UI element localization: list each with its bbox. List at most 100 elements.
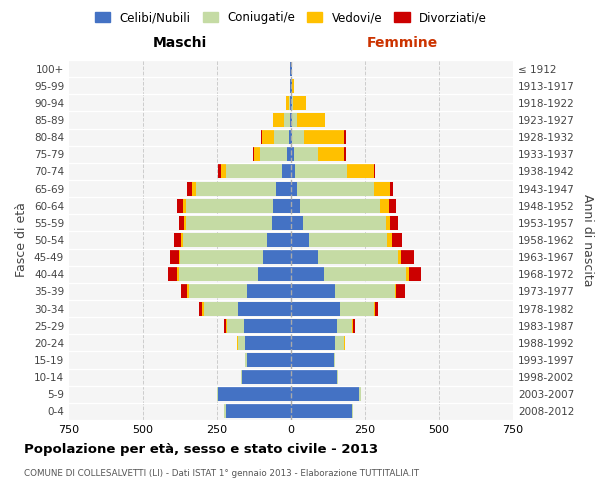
Bar xyxy=(323,268,406,281)
Bar xyxy=(224,318,226,332)
Bar xyxy=(203,302,238,316)
Bar xyxy=(247,353,291,367)
Bar xyxy=(284,113,290,127)
Bar xyxy=(291,336,335,350)
Bar xyxy=(253,148,254,162)
Bar xyxy=(353,318,355,332)
Bar xyxy=(174,233,181,247)
Bar xyxy=(292,96,293,110)
Bar xyxy=(291,164,295,178)
Bar xyxy=(244,318,291,332)
Bar xyxy=(192,182,196,196)
Bar xyxy=(387,233,392,247)
Bar xyxy=(290,96,291,110)
Bar xyxy=(186,198,273,212)
Text: Maschi: Maschi xyxy=(153,36,207,50)
Bar xyxy=(218,164,221,178)
Bar xyxy=(272,216,291,230)
Bar xyxy=(291,404,352,418)
Bar xyxy=(242,370,291,384)
Bar xyxy=(337,370,338,384)
Bar xyxy=(374,182,390,196)
Bar xyxy=(247,284,291,298)
Bar xyxy=(177,198,183,212)
Bar xyxy=(179,250,180,264)
Bar xyxy=(291,284,335,298)
Bar xyxy=(303,216,386,230)
Bar xyxy=(295,164,347,178)
Bar xyxy=(179,216,184,230)
Bar xyxy=(289,130,291,144)
Text: Popolazione per età, sesso e stato civile - 2013: Popolazione per età, sesso e stato civil… xyxy=(24,442,378,456)
Bar xyxy=(389,198,396,212)
Bar xyxy=(227,318,244,332)
Bar xyxy=(337,318,352,332)
Bar xyxy=(291,96,292,110)
Bar xyxy=(291,182,297,196)
Bar xyxy=(344,148,346,162)
Text: Femmine: Femmine xyxy=(367,36,437,50)
Bar xyxy=(273,113,284,127)
Bar xyxy=(352,318,353,332)
Bar xyxy=(352,404,353,418)
Bar xyxy=(291,233,309,247)
Bar xyxy=(317,148,344,162)
Bar xyxy=(297,113,325,127)
Bar xyxy=(189,284,247,298)
Bar xyxy=(181,284,187,298)
Bar xyxy=(226,318,227,332)
Bar xyxy=(202,302,203,316)
Y-axis label: Fasce di età: Fasce di età xyxy=(16,202,28,278)
Bar xyxy=(293,96,306,110)
Bar xyxy=(260,130,262,144)
Bar xyxy=(291,216,303,230)
Bar xyxy=(291,302,340,316)
Bar xyxy=(179,268,259,281)
Bar xyxy=(317,250,398,264)
Bar xyxy=(238,302,291,316)
Bar xyxy=(226,404,291,418)
Bar xyxy=(259,268,291,281)
Bar xyxy=(274,130,289,144)
Bar xyxy=(290,113,291,127)
Bar xyxy=(390,216,398,230)
Y-axis label: Anni di nascita: Anni di nascita xyxy=(581,194,594,286)
Bar xyxy=(268,233,291,247)
Bar xyxy=(292,113,297,127)
Bar xyxy=(304,130,344,144)
Bar xyxy=(374,302,376,316)
Bar xyxy=(396,284,405,298)
Bar xyxy=(245,336,291,350)
Bar xyxy=(291,268,323,281)
Bar xyxy=(260,148,287,162)
Bar xyxy=(224,404,226,418)
Bar xyxy=(170,250,179,264)
Bar xyxy=(335,336,344,350)
Bar xyxy=(196,182,276,196)
Bar xyxy=(186,216,272,230)
Bar xyxy=(406,268,409,281)
Bar xyxy=(254,148,260,162)
Bar xyxy=(335,284,395,298)
Bar xyxy=(292,78,294,92)
Bar xyxy=(218,388,291,402)
Bar xyxy=(287,148,291,162)
Bar xyxy=(291,353,334,367)
Bar xyxy=(300,198,380,212)
Bar xyxy=(390,182,393,196)
Bar xyxy=(374,164,376,178)
Bar xyxy=(221,164,226,178)
Bar xyxy=(262,130,274,144)
Bar xyxy=(386,216,390,230)
Bar xyxy=(291,250,317,264)
Bar xyxy=(241,370,242,384)
Legend: Celibi/Nubili, Coniugati/e, Vedovi/e, Divorziati/e: Celibi/Nubili, Coniugati/e, Vedovi/e, Di… xyxy=(90,6,492,29)
Bar xyxy=(297,182,374,196)
Bar xyxy=(245,353,247,367)
Text: COMUNE DI COLLESALVETTI (LI) - Dati ISTAT 1° gennaio 2013 - Elaborazione TUTTITA: COMUNE DI COLLESALVETTI (LI) - Dati ISTA… xyxy=(24,468,419,477)
Bar xyxy=(184,216,186,230)
Bar xyxy=(181,233,183,247)
Bar xyxy=(291,370,337,384)
Bar xyxy=(276,182,291,196)
Bar xyxy=(238,336,245,350)
